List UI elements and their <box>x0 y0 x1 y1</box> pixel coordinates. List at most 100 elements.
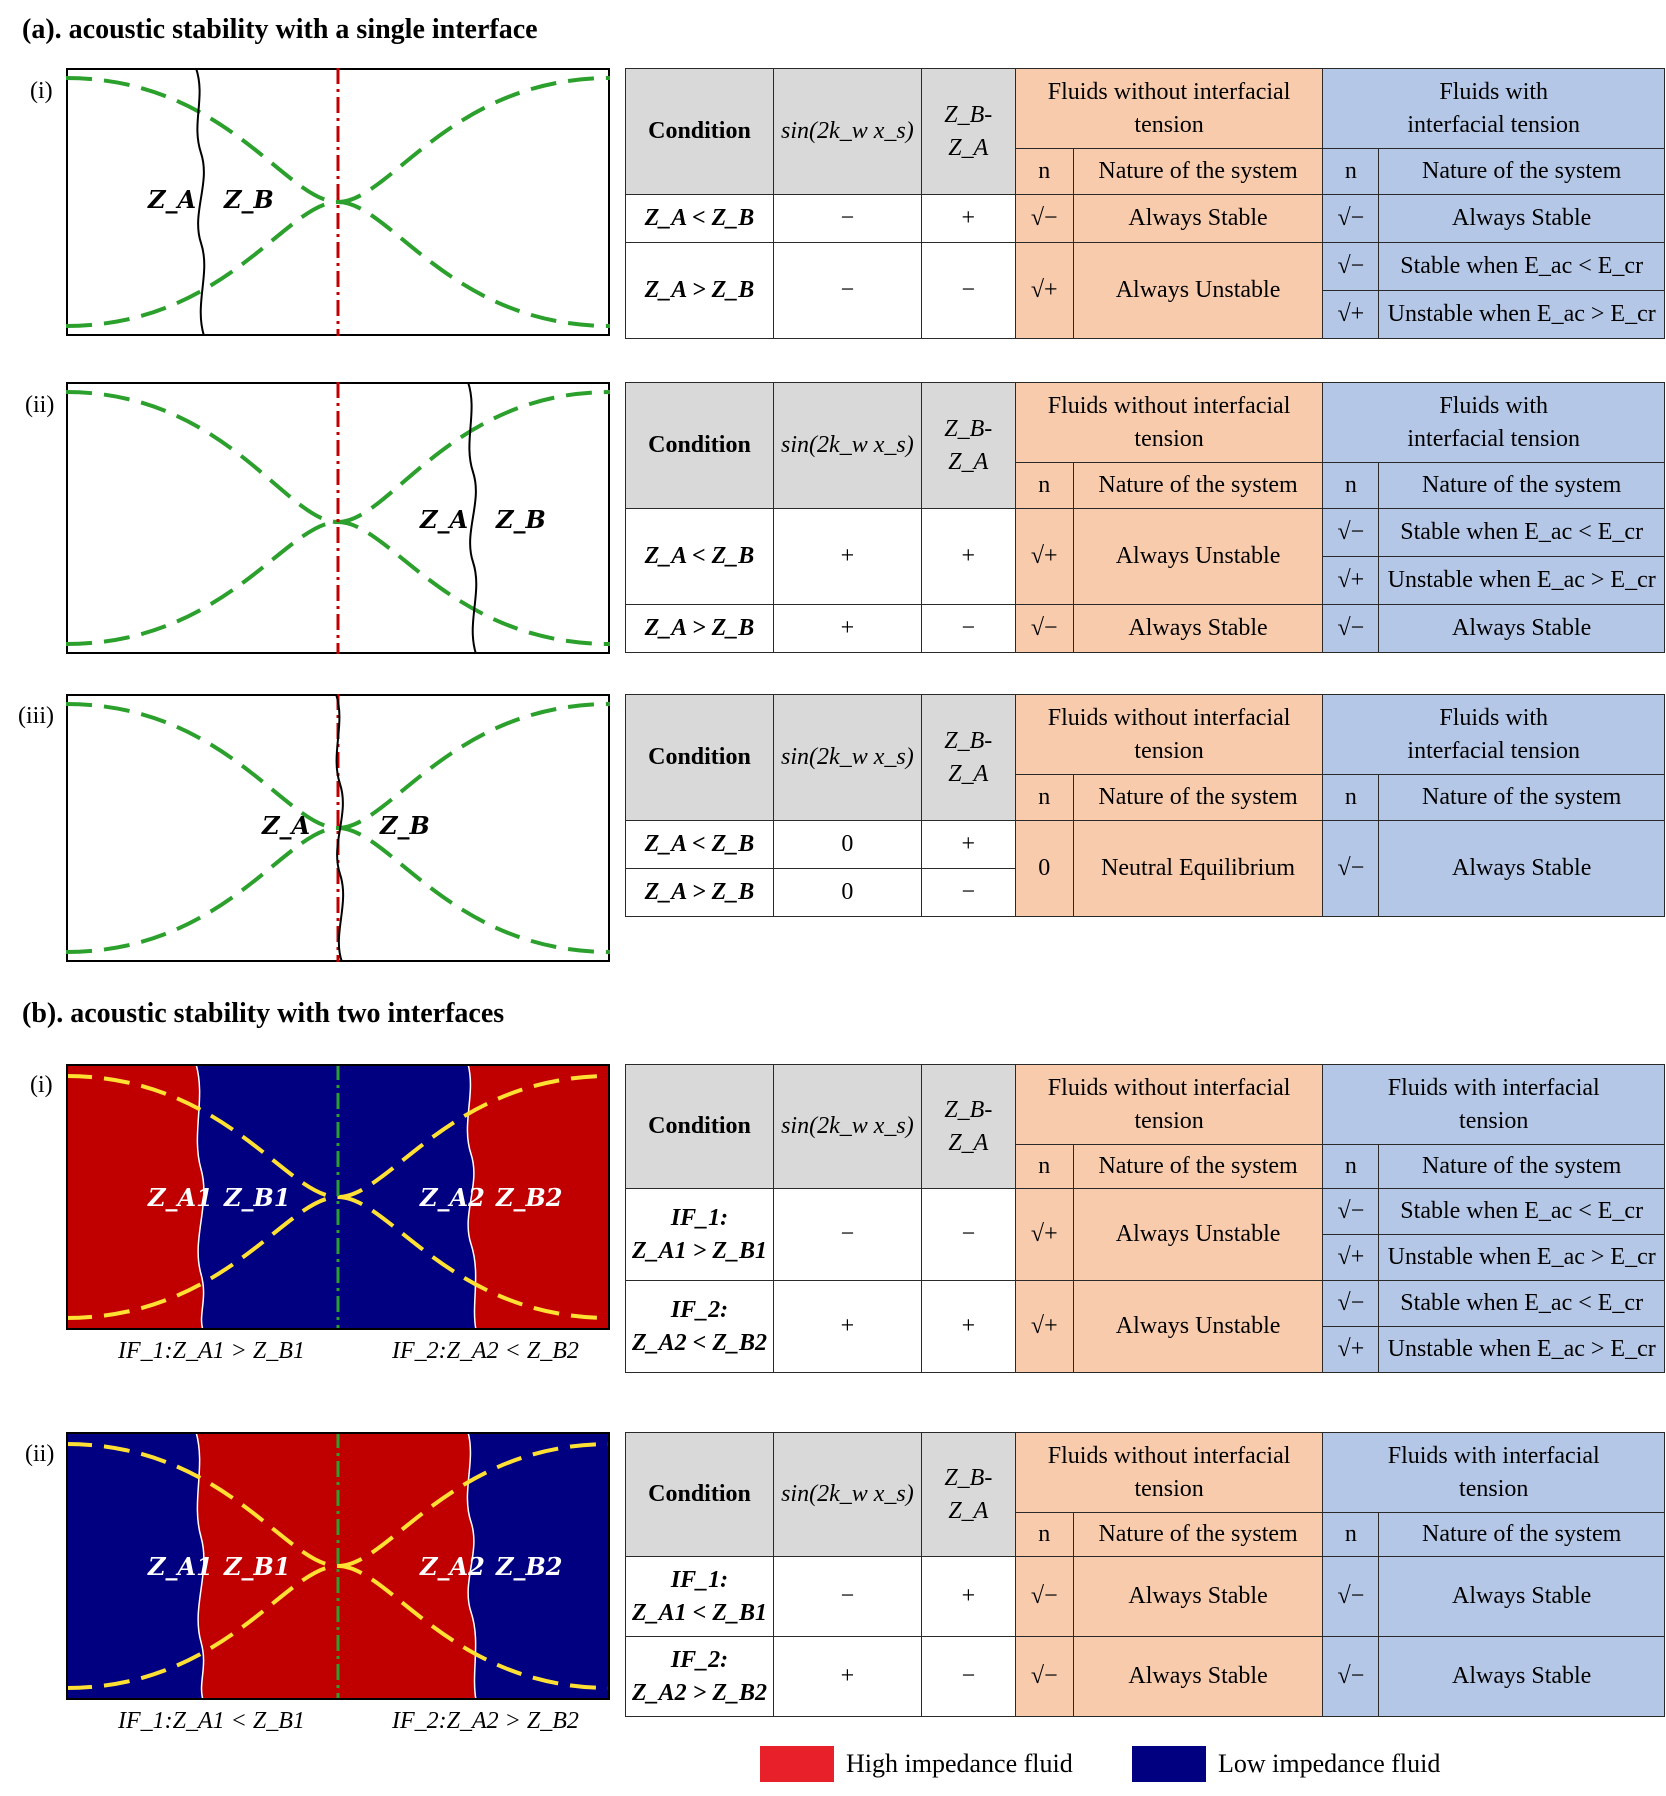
header-sin: sin(2k_w x_s) <box>772 694 922 821</box>
header-nature: Nature of the system <box>1072 1512 1324 1557</box>
header-condition: Condition <box>625 1064 774 1189</box>
zdiff-sign: − <box>920 1188 1016 1281</box>
label-za: Z_A <box>419 505 468 534</box>
header-n: n <box>1014 1512 1074 1557</box>
nature-value: Always Unstable <box>1072 508 1324 605</box>
nature-value: Always Unstable <box>1072 1280 1324 1373</box>
n-value: √+ <box>1014 1188 1074 1281</box>
label-za2: Z_A2 <box>419 1183 485 1212</box>
header-nature: Nature of the system <box>1378 462 1665 509</box>
condition-cell: IF_2: Z_A2 > Z_B2 <box>625 1636 774 1717</box>
condition-cell: Z_A < Z_B <box>625 508 774 605</box>
label-a-iii: (iii) <box>18 703 54 729</box>
nature-value: Unstable when E_ac > E_cr <box>1378 1326 1665 1373</box>
diagram-a-iii: Z_A Z_B <box>66 694 610 962</box>
label-a-ii: (ii) <box>25 392 55 418</box>
nature-value: Unstable when E_ac > E_cr <box>1378 1234 1665 1281</box>
label-zb: Z_B <box>379 811 430 840</box>
nature-value: Stable when E_ac < E_cr <box>1378 242 1665 291</box>
section-a-title: (a). acoustic stability with a single in… <box>22 14 538 45</box>
condition-cell: IF_1: Z_A1 < Z_B1 <box>625 1556 774 1637</box>
header-condition: Condition <box>625 382 774 509</box>
nature-value: Always Stable <box>1378 194 1665 243</box>
header-n: n <box>1014 1144 1074 1189</box>
header-without-tension: Fluids without interfacial tension <box>1014 382 1324 463</box>
label-za1: Z_A1 <box>147 1183 213 1212</box>
n-value: √− <box>1322 1280 1380 1327</box>
header-zdiff: Z_B-Z_A <box>920 694 1016 821</box>
label-za: Z_A <box>261 811 310 840</box>
label-za2: Z_A2 <box>419 1552 485 1581</box>
n-value: √− <box>1322 820 1380 917</box>
n-value: √− <box>1322 604 1380 653</box>
n-value: √− <box>1322 508 1380 557</box>
sin-sign: − <box>772 1556 922 1637</box>
nature-value: Always Stable <box>1378 1556 1665 1637</box>
table-b-ii: Condition sin(2k_w x_s) Z_B-Z_A Fluids w… <box>625 1432 1665 1717</box>
nature-value: Always Stable <box>1378 820 1665 917</box>
condition-cell: Z_A > Z_B <box>625 242 774 339</box>
diagram-b-ii: Z_A1 Z_B1 Z_A2 Z_B2 <box>66 1432 610 1700</box>
header-n: n <box>1322 1144 1380 1189</box>
condition-cell: Z_A > Z_B <box>625 868 774 917</box>
legend-high-label: High impedance fluid <box>846 1749 1073 1778</box>
label-za: Z_A <box>147 185 196 214</box>
sin-sign: − <box>772 242 922 339</box>
n-value: √− <box>1014 1556 1074 1637</box>
sin-sign: 0 <box>772 868 922 917</box>
header-with-tension: Fluids with interfacial tension <box>1322 1432 1665 1513</box>
header-with-tension: Fluids with interfacial tension <box>1322 382 1665 463</box>
legend-low: Low impedance fluid <box>1132 1746 1440 1782</box>
nature-value: Always Unstable <box>1072 242 1324 339</box>
header-sin: sin(2k_w x_s) <box>772 1432 922 1557</box>
zdiff-sign: + <box>920 508 1016 605</box>
sin-sign: + <box>772 1280 922 1373</box>
n-value: 0 <box>1014 820 1074 917</box>
label-b-i: (i) <box>30 1072 53 1098</box>
sin-sign: 0 <box>772 820 922 869</box>
diagram-b-i: Z_A1 Z_B1 Z_A2 Z_B2 <box>66 1064 610 1330</box>
label-zb: Z_B <box>495 505 546 534</box>
header-condition: Condition <box>625 694 774 821</box>
zdiff-sign: + <box>920 820 1016 869</box>
header-n: n <box>1322 1512 1380 1557</box>
sin-sign: + <box>772 1636 922 1717</box>
header-condition: Condition <box>625 68 774 195</box>
header-n: n <box>1014 148 1074 195</box>
nature-value: Always Stable <box>1072 604 1324 653</box>
n-value: √+ <box>1322 290 1380 339</box>
nature-value: Stable when E_ac < E_cr <box>1378 1280 1665 1327</box>
label-zb2: Z_B2 <box>495 1183 563 1212</box>
header-n: n <box>1014 462 1074 509</box>
header-with-tension: Fluids with interfacial tension <box>1322 694 1665 775</box>
n-value: √− <box>1322 194 1380 243</box>
if2-label-b-ii: IF_2:Z_A2 > Z_B2 <box>392 1708 579 1734</box>
label-b-ii: (ii) <box>25 1441 55 1467</box>
header-without-tension: Fluids without interfacial tension <box>1014 1432 1324 1513</box>
header-with-tension: Fluids with interfacial tension <box>1322 68 1665 149</box>
sin-sign: + <box>772 604 922 653</box>
header-n: n <box>1014 774 1074 821</box>
header-sin: sin(2k_w x_s) <box>772 382 922 509</box>
if1-label-b-ii: IF_1:Z_A1 < Z_B1 <box>118 1708 305 1734</box>
low-impedance-swatch <box>1132 1746 1206 1782</box>
header-zdiff: Z_B-Z_A <box>920 382 1016 509</box>
n-value: √+ <box>1322 556 1380 605</box>
label-zb: Z_B <box>223 185 274 214</box>
condition-cell: IF_1: Z_A1 > Z_B1 <box>625 1188 774 1281</box>
n-value: √− <box>1014 604 1074 653</box>
condition-cell: Z_A < Z_B <box>625 194 774 243</box>
legend-low-label: Low impedance fluid <box>1218 1749 1441 1778</box>
high-impedance-swatch <box>760 1746 834 1782</box>
n-value: √− <box>1322 1556 1380 1637</box>
zdiff-sign: + <box>920 194 1016 243</box>
header-condition: Condition <box>625 1432 774 1557</box>
n-value: √+ <box>1014 1280 1074 1373</box>
n-value: √− <box>1014 194 1074 243</box>
n-value: √− <box>1014 1636 1074 1717</box>
header-nature: Nature of the system <box>1378 1144 1665 1189</box>
nature-value: Always Stable <box>1378 604 1665 653</box>
diagram-a-ii: Z_A Z_B <box>66 382 610 654</box>
label-a-i: (i) <box>30 78 53 104</box>
table-a-ii: Condition sin(2k_w x_s) Z_B-Z_A Fluids w… <box>625 382 1665 653</box>
